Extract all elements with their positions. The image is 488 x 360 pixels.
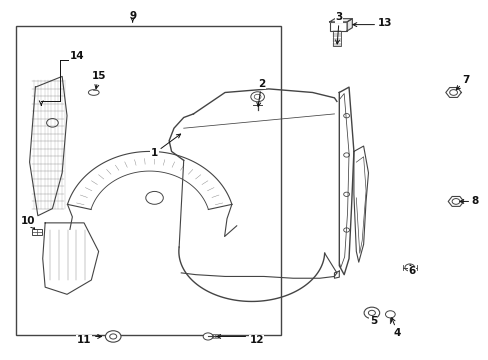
- Text: 9: 9: [129, 12, 136, 21]
- Text: 15: 15: [91, 71, 106, 89]
- Circle shape: [215, 335, 220, 338]
- Text: 7: 7: [455, 75, 468, 90]
- Bar: [330, 28, 342, 31]
- Circle shape: [364, 307, 379, 319]
- Polygon shape: [329, 19, 352, 22]
- Circle shape: [145, 192, 163, 204]
- Polygon shape: [329, 22, 346, 31]
- Circle shape: [250, 92, 264, 102]
- Bar: [31, 229, 42, 235]
- Circle shape: [254, 94, 261, 99]
- Bar: [332, 31, 341, 46]
- Circle shape: [109, 334, 117, 339]
- Circle shape: [343, 153, 349, 157]
- Text: 11: 11: [77, 335, 91, 345]
- Circle shape: [404, 264, 414, 271]
- Text: 4: 4: [390, 318, 401, 338]
- Text: 6: 6: [408, 265, 415, 276]
- Circle shape: [449, 90, 457, 95]
- Circle shape: [105, 331, 121, 342]
- Text: 14: 14: [69, 51, 84, 61]
- Circle shape: [385, 311, 394, 318]
- Text: 12: 12: [249, 335, 264, 345]
- Circle shape: [207, 335, 212, 338]
- Circle shape: [210, 335, 215, 338]
- Circle shape: [212, 335, 217, 338]
- Circle shape: [343, 113, 349, 118]
- Circle shape: [451, 199, 459, 204]
- Circle shape: [343, 192, 349, 197]
- Text: 1: 1: [151, 134, 180, 158]
- Circle shape: [367, 310, 375, 315]
- Ellipse shape: [88, 90, 99, 95]
- Bar: [16, 26, 281, 336]
- Circle shape: [343, 228, 349, 232]
- Text: 13: 13: [377, 18, 392, 28]
- Text: 10: 10: [21, 216, 35, 229]
- Text: 5: 5: [369, 316, 376, 326]
- Circle shape: [46, 118, 58, 127]
- Circle shape: [203, 333, 212, 340]
- Text: 3: 3: [335, 13, 342, 44]
- Text: 2: 2: [256, 78, 264, 107]
- Text: 8: 8: [459, 197, 478, 206]
- Polygon shape: [346, 19, 352, 31]
